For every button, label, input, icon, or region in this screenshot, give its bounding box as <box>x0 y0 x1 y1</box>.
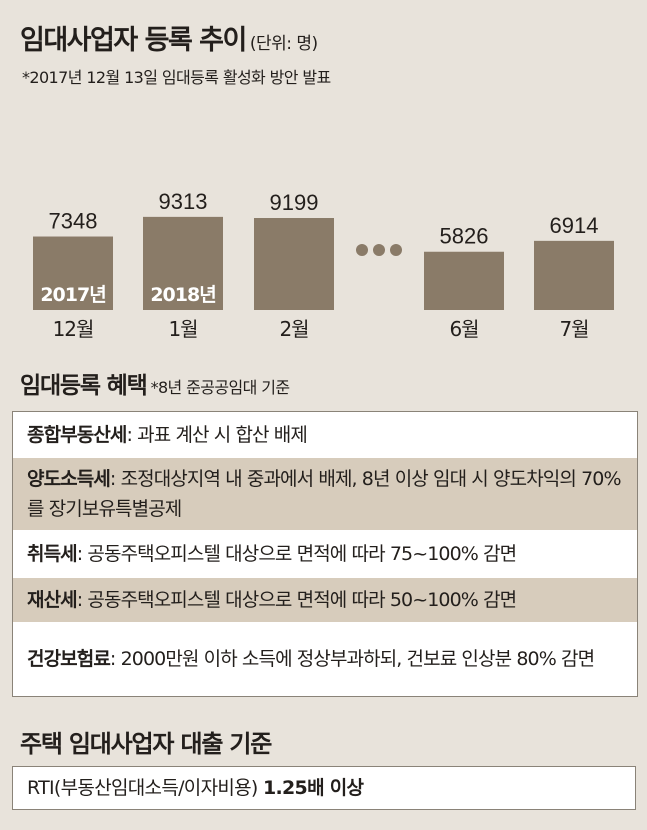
loan-criteria-box: RTI(부동산임대소득/이자비용) 1.25배 이상 <box>12 766 636 810</box>
benefits-heading-row: 임대등록 혜택 *8년 준공공임대 기준 <box>20 366 290 400</box>
year-label: 2017년 <box>40 284 105 306</box>
gap-dot <box>390 244 402 256</box>
year-label: 2018년 <box>150 284 215 306</box>
bar <box>254 218 334 310</box>
bar <box>33 236 113 310</box>
benefits-heading: 임대등록 혜택 <box>20 373 148 399</box>
benefit-text: 조정대상지역 내 중과에서 배제, 8년 이상 임대 시 양도차익의 70%를 … <box>27 468 622 520</box>
benefit-text: 과표 계산 시 합산 배제 <box>137 424 308 446</box>
chart-title: 임대사업자 등록 추이 <box>20 25 247 56</box>
value-label: 7348 <box>49 209 98 234</box>
category-label: 2월 <box>279 317 308 341</box>
benefit-text: 공동주택오피스텔 대상으로 면적에 따라 75~100% 감면 <box>87 543 517 565</box>
value-label: 6914 <box>550 213 599 238</box>
category-label: 1월 <box>168 317 197 341</box>
chart-title-row: 임대사업자 등록 추이 (단위: 명) <box>20 18 318 57</box>
value-label: 9313 <box>159 189 208 214</box>
bar <box>143 216 223 310</box>
announcement-note: *2017년 12월 13일 임대등록 활성화 방안 발표 <box>22 68 331 87</box>
benefits-note: *8년 준공공임대 기준 <box>150 378 291 397</box>
unit-label: (단위: 명) <box>249 34 318 54</box>
benefit-key: 취득세 <box>27 543 78 565</box>
benefit-key: 재산세 <box>27 589 78 611</box>
gap-dot <box>373 244 385 256</box>
benefit-row: 건강보험료: 2000만원 이하 소득에 정상부과하되, 건보료 인상분 80%… <box>27 648 595 670</box>
benefit-row: 양도소득세: 조정대상지역 내 중과에서 배제, 8년 이상 임대 시 양도차익… <box>13 458 637 530</box>
benefit-key: 양도소득세 <box>27 468 111 490</box>
benefit-text: 공동주택오피스텔 대상으로 면적에 따라 50~100% 감면 <box>87 589 517 611</box>
category-label: 6월 <box>449 317 478 341</box>
category-label: 12월 <box>53 317 94 341</box>
benefit-row: 종합부동산세: 과표 계산 시 합산 배제 <box>27 424 308 446</box>
benefit-key: 종합부동산세 <box>27 424 127 446</box>
benefit-text: 2000만원 이하 소득에 정상부과하되, 건보료 인상분 80% 감면 <box>120 648 595 670</box>
loan-criteria-value: 1.25배 이상 <box>262 777 364 799</box>
gap-dot <box>356 244 368 256</box>
benefits-table: 종합부동산세: 과표 계산 시 합산 배제 양도소득세: 조정대상지역 내 중과… <box>12 411 638 697</box>
benefit-row: 재산세: 공동주택오피스텔 대상으로 면적에 따라 50~100% 감면 <box>13 578 637 622</box>
benefit-row: 취득세: 공동주택오피스텔 대상으로 면적에 따라 75~100% 감면 <box>27 543 517 565</box>
value-label: 9199 <box>270 190 319 215</box>
loan-criteria-text: RTI(부동산임대소득/이자비용) <box>27 777 263 799</box>
benefit-key: 건강보험료 <box>27 648 111 670</box>
loan-heading: 주택 임대사업자 대출 기준 <box>20 730 272 758</box>
value-label: 5826 <box>440 224 489 249</box>
registration-bar-chart: 7348 2017년 12월 9313 2018년 1월 9199 2월 5826 6월 6914 7… <box>33 189 614 341</box>
bar <box>534 240 614 310</box>
category-label: 7월 <box>559 317 588 341</box>
bar <box>424 251 504 310</box>
